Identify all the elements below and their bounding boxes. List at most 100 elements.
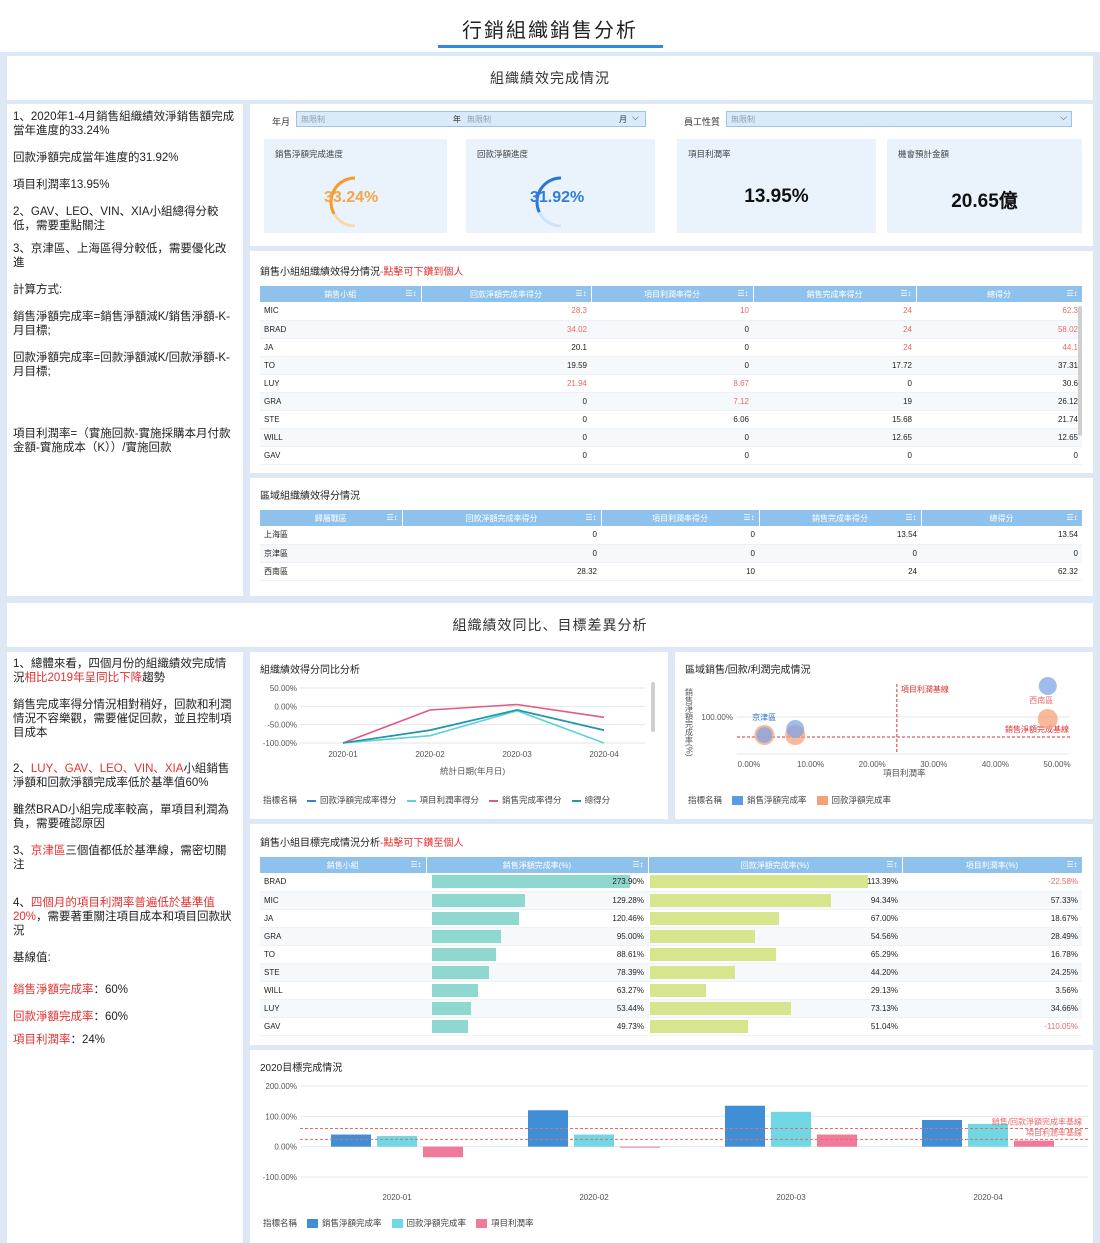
y-tick-label: 100.00% bbox=[265, 1112, 297, 1121]
table-row[interactable]: BRAD 273.90% 113.39% -22.58% bbox=[260, 873, 1082, 892]
series-line bbox=[342, 709, 605, 744]
profit-rate-cell: -22.58% bbox=[902, 873, 1082, 892]
team-name-cell: TO bbox=[260, 356, 421, 375]
legend-item[interactable]: 銷售淨額完成率 bbox=[307, 1218, 382, 1229]
score-cell: 15.68 bbox=[753, 410, 916, 429]
column-header[interactable]: 歸屬戰區 ☰↕ bbox=[260, 510, 403, 526]
score-cell: 0 bbox=[421, 392, 591, 411]
sort-icon[interactable]: ☰↕ bbox=[575, 289, 587, 298]
table-row[interactable]: GRA 95.00% 54.56% 28.49% bbox=[260, 927, 1082, 946]
legend-item[interactable]: 回款淨額完成率得分 bbox=[307, 795, 397, 805]
column-header[interactable]: 銷售完成率得分 ☰↕ bbox=[759, 510, 922, 526]
sort-icon[interactable]: ☰↕ bbox=[632, 860, 644, 869]
bar[interactable] bbox=[922, 1119, 962, 1147]
table-row[interactable]: MIC 129.28% 94.34% 57.33% bbox=[260, 891, 1082, 910]
sort-icon[interactable]: ☰↕ bbox=[1066, 513, 1078, 522]
table-row[interactable]: 上海區 0 0 13.54 13.54 bbox=[260, 526, 1082, 545]
legend-item[interactable]: 回款淨額完成率 bbox=[391, 1218, 466, 1229]
column-header[interactable]: 總得分 ☰↕ bbox=[916, 286, 1083, 302]
table-row[interactable]: GAV 49.73% 51.04% -110.05% bbox=[260, 1017, 1082, 1036]
column-header[interactable]: 總得分 ☰↕ bbox=[921, 510, 1083, 526]
table-row[interactable]: WILL 63.27% 29.13% 3.56% bbox=[260, 981, 1082, 1000]
column-header[interactable]: 項目利潤率(%) ☰↕ bbox=[902, 857, 1083, 873]
table-row[interactable]: GRA 0 7.12 19 26.12 bbox=[260, 392, 1082, 411]
score-cell: 24 bbox=[753, 338, 916, 357]
kpi-profit-rate: 項目利潤率 13.95% bbox=[677, 139, 876, 233]
bar[interactable] bbox=[331, 1134, 371, 1147]
table-row[interactable]: TO 19.59 0 17.72 37.31 bbox=[260, 356, 1082, 375]
table-row[interactable]: WILL 0 0 12.65 12.65 bbox=[260, 428, 1082, 447]
chart-scrollbar[interactable] bbox=[651, 682, 655, 732]
column-header[interactable]: 銷售小組 ☰↕ bbox=[260, 286, 422, 302]
legend-item[interactable]: 銷售淨額完成率 bbox=[732, 795, 807, 806]
bar[interactable] bbox=[817, 1134, 857, 1147]
bar[interactable] bbox=[1014, 1140, 1054, 1147]
table-row[interactable]: STE 78.39% 44.20% 24.25% bbox=[260, 963, 1082, 982]
kpi-label: 機會預計金額 bbox=[898, 149, 950, 159]
note2-1: 1、總體來看，四個月份的組織績效完成情況相比2019年呈同比下降趨勢 bbox=[13, 658, 227, 684]
table-row[interactable]: 京津區 0 0 0 0 bbox=[260, 544, 1082, 563]
sort-icon[interactable]: ☰↕ bbox=[405, 289, 417, 298]
bar[interactable] bbox=[725, 1105, 765, 1147]
sales-rate-bar bbox=[432, 893, 526, 907]
table-row[interactable]: STE 0 6.06 15.68 21.74 bbox=[260, 410, 1082, 429]
score-cell: 20.1 bbox=[421, 338, 591, 357]
sort-icon[interactable]: ☰↕ bbox=[886, 860, 898, 869]
bar[interactable] bbox=[423, 1146, 463, 1158]
table-row[interactable]: BRAD 34.02 0 24 58.02 bbox=[260, 320, 1082, 339]
employee-type-select[interactable]: 無限制 ⌵ bbox=[726, 111, 1072, 127]
bar[interactable] bbox=[771, 1111, 811, 1147]
score-cell: 0 bbox=[591, 428, 753, 447]
sort-icon[interactable]: ☰↕ bbox=[1066, 860, 1078, 869]
legend-item[interactable]: 銷售完成率得分 bbox=[489, 795, 562, 805]
legend-item[interactable]: 回款淨額完成率 bbox=[816, 795, 891, 806]
table-row[interactable]: LUY 53.44% 73.13% 34.66% bbox=[260, 999, 1082, 1018]
sort-icon[interactable]: ☰↕ bbox=[410, 860, 422, 869]
table-row[interactable]: LUY 21.94 8.67 0 30.6 bbox=[260, 374, 1082, 393]
sort-icon[interactable]: ☰↕ bbox=[900, 289, 912, 298]
scatter-point[interactable] bbox=[756, 727, 773, 743]
profit-rate-cell: 34.66% bbox=[902, 999, 1082, 1018]
sort-icon[interactable]: ☰↕ bbox=[743, 513, 755, 522]
scatter-point[interactable] bbox=[786, 720, 805, 738]
bar[interactable] bbox=[574, 1134, 614, 1147]
sort-icon[interactable]: ☰↕ bbox=[905, 513, 917, 522]
team-name-cell: MIC bbox=[260, 891, 426, 910]
table-row[interactable]: JA 120.46% 67.00% 18.67% bbox=[260, 909, 1082, 928]
table-scrollbar[interactable] bbox=[1078, 306, 1082, 436]
table-row[interactable]: MIC 28.3 10 24 62.3 bbox=[260, 302, 1082, 321]
sort-icon[interactable]: ☰↕ bbox=[1066, 289, 1078, 298]
score-cell: 21.94 bbox=[421, 374, 591, 393]
column-header[interactable]: 項目利潤率得分 ☰↕ bbox=[601, 510, 760, 526]
sort-icon[interactable]: ☰↕ bbox=[585, 513, 597, 522]
scatter-point[interactable] bbox=[1038, 677, 1057, 695]
column-header[interactable]: 銷售淨額完成率(%) ☰↕ bbox=[426, 857, 649, 873]
column-header[interactable]: 回款淨額完成率(%) ☰↕ bbox=[648, 857, 903, 873]
scatter-point[interactable] bbox=[1037, 709, 1058, 729]
column-header[interactable]: 銷售小組 ☰↕ bbox=[260, 857, 427, 873]
score-cell: 0 bbox=[421, 446, 591, 465]
table-row[interactable]: JA 20.1 0 24 44.1 bbox=[260, 338, 1082, 357]
series-line bbox=[342, 709, 605, 744]
column-header[interactable]: 銷售完成率得分 ☰↕ bbox=[753, 286, 917, 302]
bar[interactable] bbox=[968, 1123, 1008, 1147]
legend-item[interactable]: 總得分 bbox=[571, 795, 610, 805]
sales-rate-cell: 273.90% bbox=[426, 873, 648, 892]
legend-item[interactable]: 項目利潤率 bbox=[476, 1218, 534, 1229]
sort-icon[interactable]: ☰↕ bbox=[737, 289, 749, 298]
table-row[interactable]: GAV 0 0 0 0 bbox=[260, 446, 1082, 465]
region-scatter-chart: 銷售淨額完成率(%) 100.00% 0.00% 10.00% 20.00% 30.00%… bbox=[685, 677, 1071, 769]
drilldown-hint[interactable]: -點擊可下鑽到個人 bbox=[380, 267, 464, 278]
column-header[interactable]: 回款淨額完成率得分 ☰↕ bbox=[421, 286, 592, 302]
sort-icon[interactable]: ☰↕ bbox=[386, 513, 398, 522]
legend-item[interactable]: 項目利潤率得分 bbox=[406, 795, 479, 805]
series-line bbox=[342, 703, 605, 744]
table-row[interactable]: 西南區 28.32 10 24 62.32 bbox=[260, 562, 1082, 581]
drilldown-hint[interactable]: -點擊可下鑽至個人 bbox=[380, 838, 464, 849]
table-row[interactable]: TO 88.61% 65.29% 16.78% bbox=[260, 945, 1082, 964]
column-header[interactable]: 項目利潤率得分 ☰↕ bbox=[591, 286, 754, 302]
bar[interactable] bbox=[620, 1146, 660, 1148]
year-select[interactable]: 無限制 年 無限制 月 ⌵ bbox=[296, 111, 646, 127]
bar[interactable] bbox=[377, 1136, 417, 1147]
column-header[interactable]: 回款淨額完成率得分 ☰↕ bbox=[402, 510, 602, 526]
